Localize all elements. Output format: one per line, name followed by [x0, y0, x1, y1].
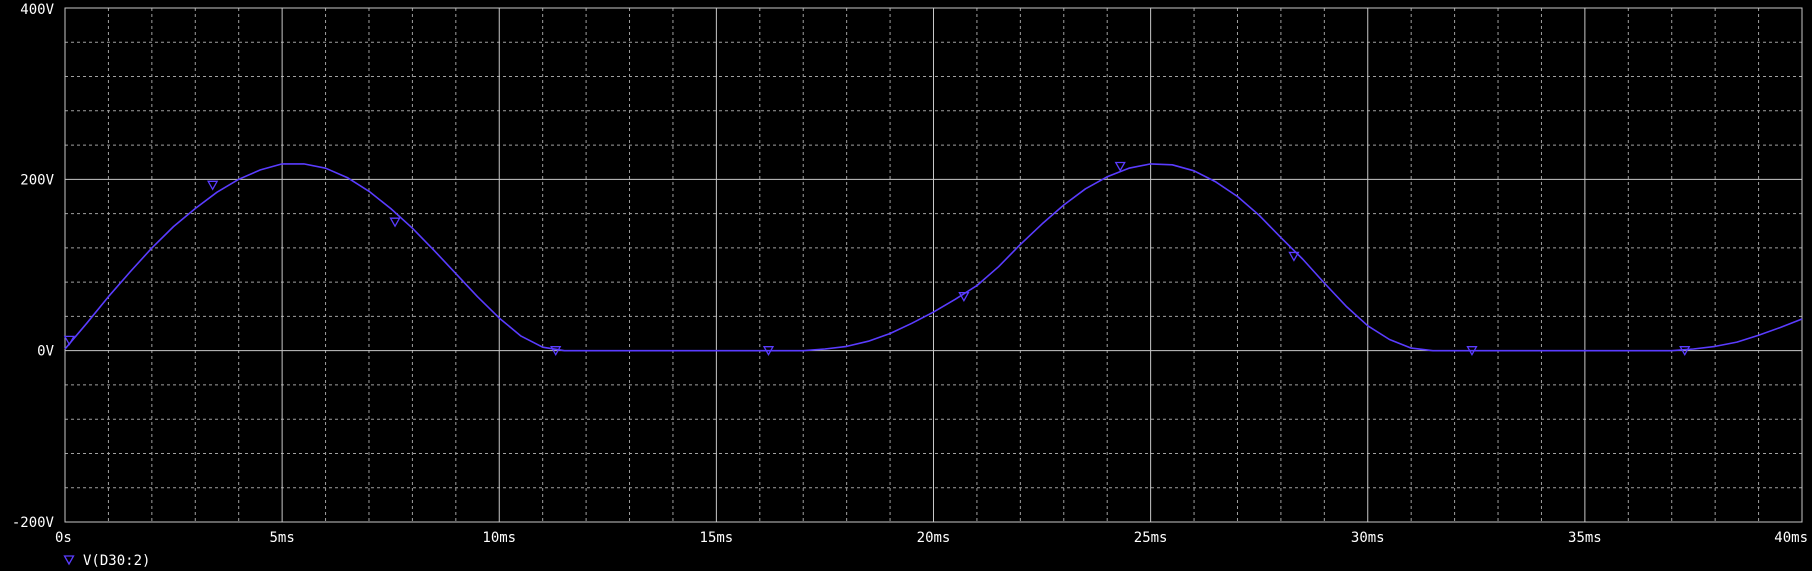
x-tick-label: 0s [55, 530, 72, 546]
x-tick-label: 35ms [1568, 530, 1602, 546]
y-tick-label: -200V [12, 515, 55, 531]
x-tick-label: 40ms [1774, 530, 1808, 546]
series-marker-triangle [63, 335, 75, 346]
series-line [64, 163, 1803, 352]
legend: V(D30:2) [63, 553, 150, 569]
series-lines [64, 163, 1803, 352]
plot-frame [64, 7, 1803, 523]
series-marker-triangle [1114, 161, 1126, 172]
y-tick-label: 400V [20, 2, 54, 18]
x-tick-label: 5ms [269, 530, 294, 546]
x-tick-label: 25ms [1134, 530, 1168, 546]
legend-label: V(D30:2) [83, 553, 150, 569]
x-tick-label: 15ms [700, 530, 734, 546]
x-tick-label: 10ms [482, 530, 516, 546]
series-marker-triangle [762, 346, 775, 356]
y-tick-label: 0V [37, 344, 54, 360]
series-markers [63, 161, 1691, 356]
series-marker-triangle [550, 346, 562, 356]
series-marker-triangle [1679, 346, 1691, 356]
series-marker-triangle [1288, 251, 1300, 262]
y-axis-tick-labels: 400V 200V 0V -200V [12, 2, 55, 531]
series-marker-triangle [389, 217, 401, 228]
y-tick-label: 200V [20, 172, 54, 188]
series-marker-triangle [1466, 346, 1478, 356]
minor-grid [65, 8, 1802, 522]
x-axis-tick-labels: 0s 5ms 10ms 15ms 20ms 25ms 30ms 35ms 40ms [55, 530, 1808, 546]
x-tick-label: 20ms [917, 530, 951, 546]
series-marker-triangle [958, 292, 970, 303]
series-marker-triangle [207, 180, 219, 191]
x-tick-label: 30ms [1351, 530, 1385, 546]
legend-marker-icon [63, 555, 75, 566]
